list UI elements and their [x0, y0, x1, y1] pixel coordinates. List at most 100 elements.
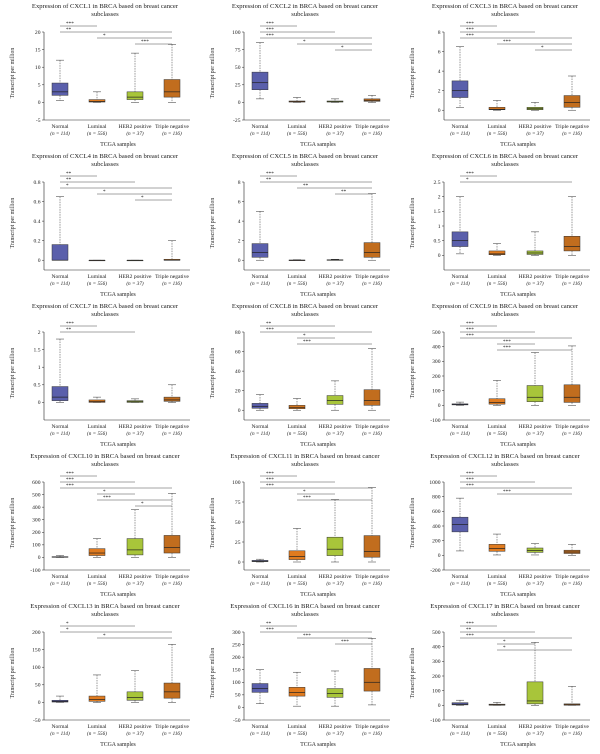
box	[163, 396, 181, 402]
x-axis-label: TCGA samples	[100, 142, 136, 148]
y-tick-label: -50	[33, 718, 41, 724]
significance-label: ***	[266, 21, 274, 27]
significance-label: ***	[66, 477, 74, 483]
box	[51, 386, 69, 401]
x-tick-label: Normal	[251, 274, 269, 280]
y-tick-label: 1.5	[434, 209, 441, 215]
chart-title-line: Expression of CXCL1 in BRCA based on bre…	[31, 3, 179, 10]
y-tick-label: 10	[35, 65, 41, 71]
y-tick-label: 50	[235, 65, 241, 71]
y-tick-label: -50	[233, 718, 241, 724]
boxplot-panel: Expression of CXCL12 in BRCA based on br…	[400, 450, 600, 600]
y-tick-label: 600	[32, 480, 41, 486]
box	[451, 80, 469, 98]
x-tick-label: Triple negative	[555, 424, 589, 430]
y-tick-label: 600	[432, 509, 441, 515]
y-tick-label: 100	[432, 688, 441, 694]
significance-label: ***	[466, 333, 474, 339]
y-tick-label: 0	[438, 553, 441, 559]
chart-title-line: Expression of CXCL8 in BRCA based on bre…	[231, 303, 379, 310]
x-tick-label: HER2 positive	[318, 574, 352, 580]
boxplot-panel: Expression of CXCL8 in BRCA based on bre…	[200, 300, 400, 450]
y-tick-label: 50	[235, 693, 241, 699]
chart-title: Expression of CXCL16 in BRCA based on br…	[220, 603, 390, 619]
significance-label: ***	[341, 639, 349, 645]
x-axis-label: TCGA samples	[300, 292, 336, 298]
x-tick-label: Normal	[251, 574, 269, 580]
x-axis-label: TCGA samples	[300, 142, 336, 148]
x-tick-label: Luminal	[288, 274, 307, 280]
significance-label: ***	[303, 495, 311, 501]
sample-size-label: (n = 37)	[326, 730, 344, 737]
chart-subtitle: subclasses	[491, 311, 519, 318]
chart-title: Expression of CXCL2 in BRCA based on bre…	[220, 3, 390, 19]
sample-size-label: (n = 556)	[87, 430, 107, 437]
x-tick-label: Triple negative	[355, 274, 389, 280]
significance-label: ***	[266, 477, 274, 483]
chart-subtitle: subclasses	[91, 461, 119, 468]
box	[251, 71, 269, 90]
box	[88, 695, 106, 702]
x-axis-label: TCGA samples	[500, 442, 536, 448]
chart-title: Expression of CXCL9 in BRCA based on bre…	[420, 303, 590, 319]
x-tick-label: Normal	[51, 724, 69, 730]
y-tick-label: 400	[432, 344, 441, 350]
sample-size-label: (n = 114)	[50, 430, 70, 437]
chart-title-line: Expression of CXCL16 in BRCA based on br…	[230, 603, 380, 610]
y-tick-label: 0	[438, 253, 441, 259]
x-tick-label: Normal	[451, 724, 469, 730]
chart-title-line: Expression of CXCL5 in BRCA based on bre…	[231, 153, 379, 160]
x-tick-label: Luminal	[88, 274, 107, 280]
significance-label: ***	[466, 327, 474, 333]
boxplot-panel: Expression of CXCL13 in BRCA based on br…	[0, 600, 200, 750]
sample-size-label: (n = 37)	[526, 430, 544, 437]
sample-size-label: (n = 556)	[87, 130, 107, 137]
y-tick-label: 2.5	[434, 180, 441, 186]
boxplot-svg: -1000100200300400500600**************Nor…	[30, 471, 190, 587]
y-tick-label: 0	[38, 400, 41, 406]
chart-title: Expression of CXCL6 in BRCA based on bre…	[420, 153, 590, 169]
box	[488, 250, 506, 255]
sample-size-label: (n = 116)	[562, 430, 582, 437]
y-tick-label: -100	[430, 718, 440, 724]
sample-size-label: (n = 114)	[250, 730, 270, 737]
x-axis-label: TCGA samples	[100, 742, 136, 748]
x-axis-label: TCGA samples	[500, 592, 536, 598]
x-tick-label: Triple negative	[155, 574, 189, 580]
chart-subtitle: subclasses	[91, 11, 119, 18]
x-tick-label: Normal	[251, 124, 269, 130]
y-tick-label: 400	[432, 644, 441, 650]
boxplot-panel: Expression of CXCL9 in BRCA based on bre…	[400, 300, 600, 450]
x-tick-label: HER2 positive	[118, 574, 152, 580]
sample-size-label: (n = 116)	[562, 730, 582, 737]
y-tick-label: 500	[432, 330, 441, 336]
y-tick-label: 400	[32, 505, 41, 511]
sample-size-label: (n = 37)	[126, 730, 144, 737]
sample-size-label: (n = 556)	[287, 580, 307, 587]
sample-size-label: (n = 37)	[326, 580, 344, 587]
boxplot-panel: Expression of CXCL4 in BRCA based on bre…	[0, 150, 200, 300]
chart-title: Expression of CXCL8 in BRCA based on bre…	[220, 303, 390, 319]
sample-size-label: (n = 556)	[87, 730, 107, 737]
box	[326, 395, 344, 405]
chart-subtitle: subclasses	[91, 311, 119, 318]
significance-label: ***	[503, 489, 511, 495]
y-tick-label: 200	[232, 655, 241, 661]
chart-subtitle: subclasses	[491, 461, 519, 468]
sample-size-label: (n = 116)	[362, 130, 382, 137]
significance-label: ***	[466, 33, 474, 39]
chart-subtitle: subclasses	[291, 161, 319, 168]
sample-size-label: (n = 116)	[362, 730, 382, 737]
box	[363, 242, 381, 258]
y-tick-label: 0	[38, 555, 41, 561]
y-tick-label: 400	[432, 524, 441, 530]
boxplot-svg: -50050100150200250300***********Normal(n…	[232, 621, 390, 737]
y-tick-label: 20	[235, 388, 241, 394]
sample-size-label: (n = 556)	[487, 580, 507, 587]
box	[163, 79, 181, 98]
sample-size-label: (n = 116)	[562, 280, 582, 287]
x-tick-label: Triple negative	[355, 724, 389, 730]
y-tick-label: 1	[38, 365, 41, 371]
